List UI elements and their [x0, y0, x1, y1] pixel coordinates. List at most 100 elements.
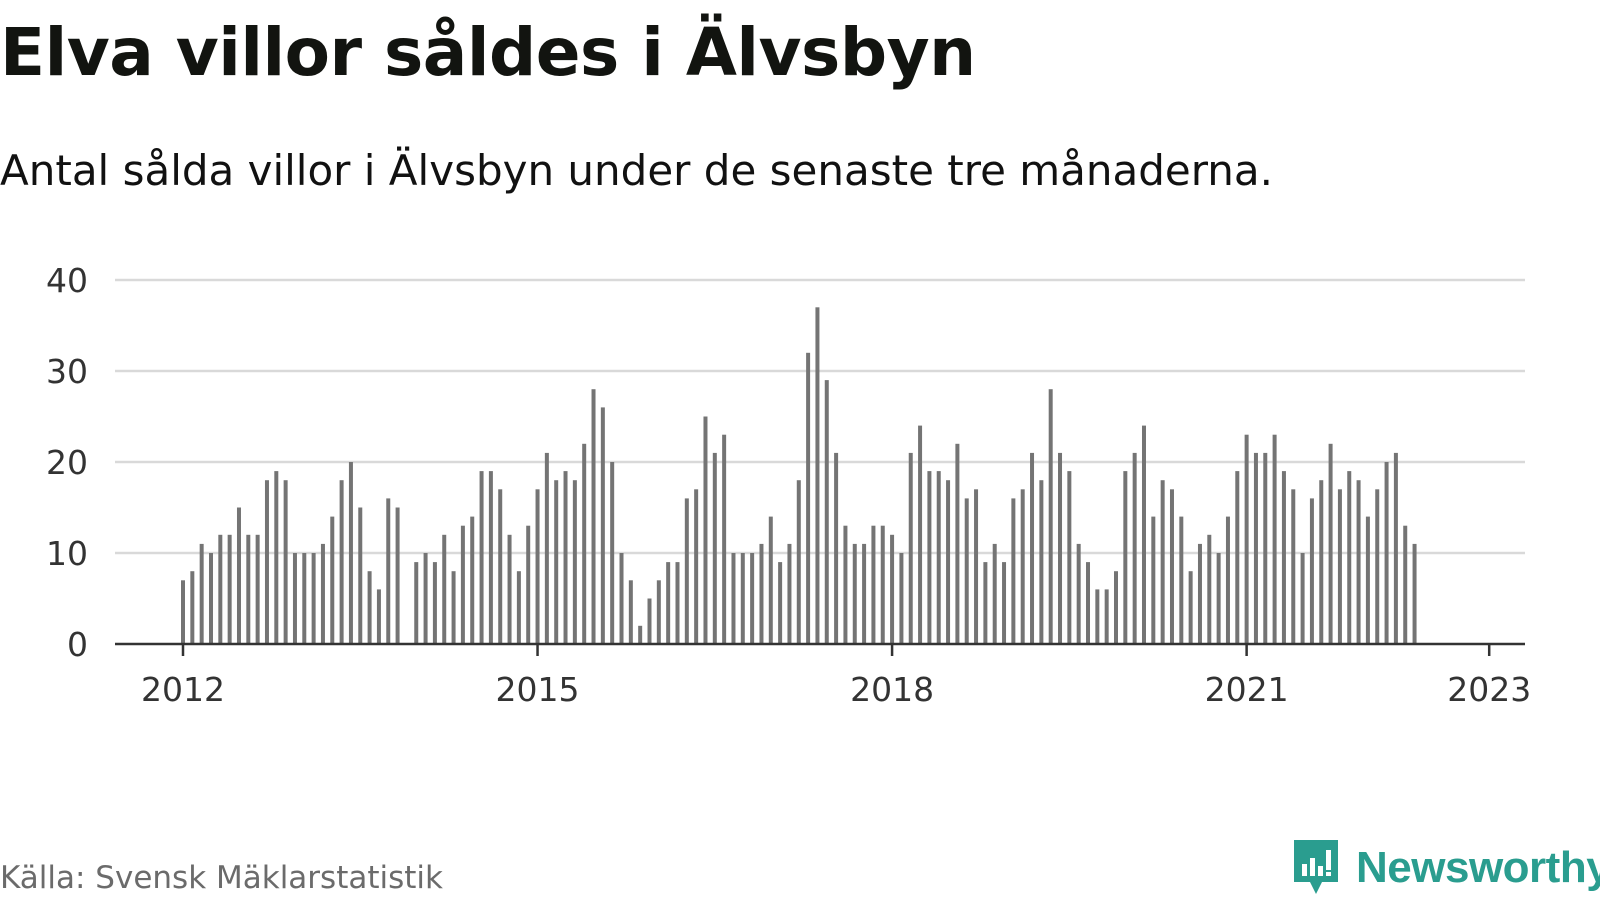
bar [386, 498, 391, 644]
x-tick-label: 2015 [496, 670, 580, 709]
bar [731, 553, 736, 644]
bar [190, 571, 195, 644]
bar [862, 543, 867, 644]
bar [1225, 516, 1230, 644]
bar [255, 534, 260, 644]
bar [787, 543, 792, 644]
bar [451, 571, 456, 644]
bar [899, 553, 904, 644]
x-tick-label: 2021 [1205, 670, 1289, 709]
bar [516, 571, 521, 644]
bar [619, 553, 624, 644]
y-tick-label: 40 [46, 261, 88, 300]
bar [1197, 543, 1202, 644]
bar [367, 571, 372, 644]
bar [936, 471, 941, 644]
bar [918, 425, 923, 644]
brand-name: Newsworthy [1356, 843, 1600, 892]
bar [890, 534, 895, 644]
bar [563, 471, 568, 644]
bar [395, 507, 400, 644]
bar [1216, 553, 1221, 644]
bar [983, 562, 988, 644]
bar [1207, 534, 1212, 644]
bar [1412, 543, 1417, 644]
bar [1328, 443, 1333, 644]
bar [1244, 434, 1249, 644]
bar [311, 553, 316, 644]
bar [1020, 489, 1025, 644]
bar [843, 525, 848, 644]
bar [1160, 480, 1165, 644]
bar [1263, 452, 1268, 644]
bar [376, 589, 381, 644]
bar [824, 380, 829, 644]
bar [628, 580, 633, 644]
bar [582, 443, 587, 644]
bar [330, 516, 335, 644]
bar [740, 553, 745, 644]
y-axis-ticks: 0 10 20 30 40 [46, 261, 88, 664]
bar [1086, 562, 1091, 644]
bar [507, 534, 512, 644]
bar [647, 598, 652, 644]
bar [1048, 389, 1053, 644]
bar [1319, 480, 1324, 644]
bar [264, 480, 269, 644]
bar [1356, 480, 1361, 644]
bar [208, 553, 213, 644]
bars [181, 307, 1417, 644]
bar [535, 489, 540, 644]
bar [283, 480, 288, 644]
bar [414, 562, 419, 644]
bar [1253, 452, 1258, 644]
bar [1337, 489, 1342, 644]
y-tick-label: 20 [46, 443, 88, 482]
brand-logo: Newsworthy [1290, 838, 1600, 898]
bar [880, 525, 885, 644]
bar [526, 525, 531, 644]
bar [1347, 471, 1352, 644]
bar [1058, 452, 1063, 644]
bar [1151, 516, 1156, 644]
bar [274, 471, 279, 644]
bar [684, 498, 689, 644]
bar [320, 543, 325, 644]
bar [339, 480, 344, 644]
y-tick-label: 30 [46, 352, 88, 391]
bar-chart: 0 10 20 30 40 2012 2015 2018 2021 2023 11 [46, 250, 1531, 709]
bar [1235, 471, 1240, 644]
bar [302, 553, 307, 644]
bar [768, 516, 773, 644]
bar [656, 580, 661, 644]
bar [292, 553, 297, 644]
bar [1169, 489, 1174, 644]
chart-title: Elva villor såldes i Älvsbyn [0, 14, 976, 91]
chart-subtitle: Antal sålda villor i Älvsbyn under de se… [0, 146, 1274, 195]
bar [694, 489, 699, 644]
bar [227, 534, 232, 644]
x-axis-ticks: 2012 2015 2018 2021 2023 [141, 644, 1531, 709]
bar [796, 480, 801, 644]
y-tick-label: 0 [67, 625, 88, 664]
bar [638, 625, 643, 644]
bar [1365, 516, 1370, 644]
bar [479, 471, 484, 644]
bar [488, 471, 493, 644]
y-tick-label: 10 [46, 534, 88, 573]
bar [1291, 489, 1296, 644]
bar [572, 480, 577, 644]
bar [927, 471, 932, 644]
bar [666, 562, 671, 644]
bar [1123, 471, 1128, 644]
bar [1002, 562, 1007, 644]
bar [955, 443, 960, 644]
bar [423, 553, 428, 644]
bar [442, 534, 447, 644]
bar [946, 480, 951, 644]
bar [815, 307, 820, 644]
bar [964, 498, 969, 644]
bar [246, 534, 251, 644]
x-tick-label: 2018 [850, 670, 934, 709]
bar [218, 534, 223, 644]
